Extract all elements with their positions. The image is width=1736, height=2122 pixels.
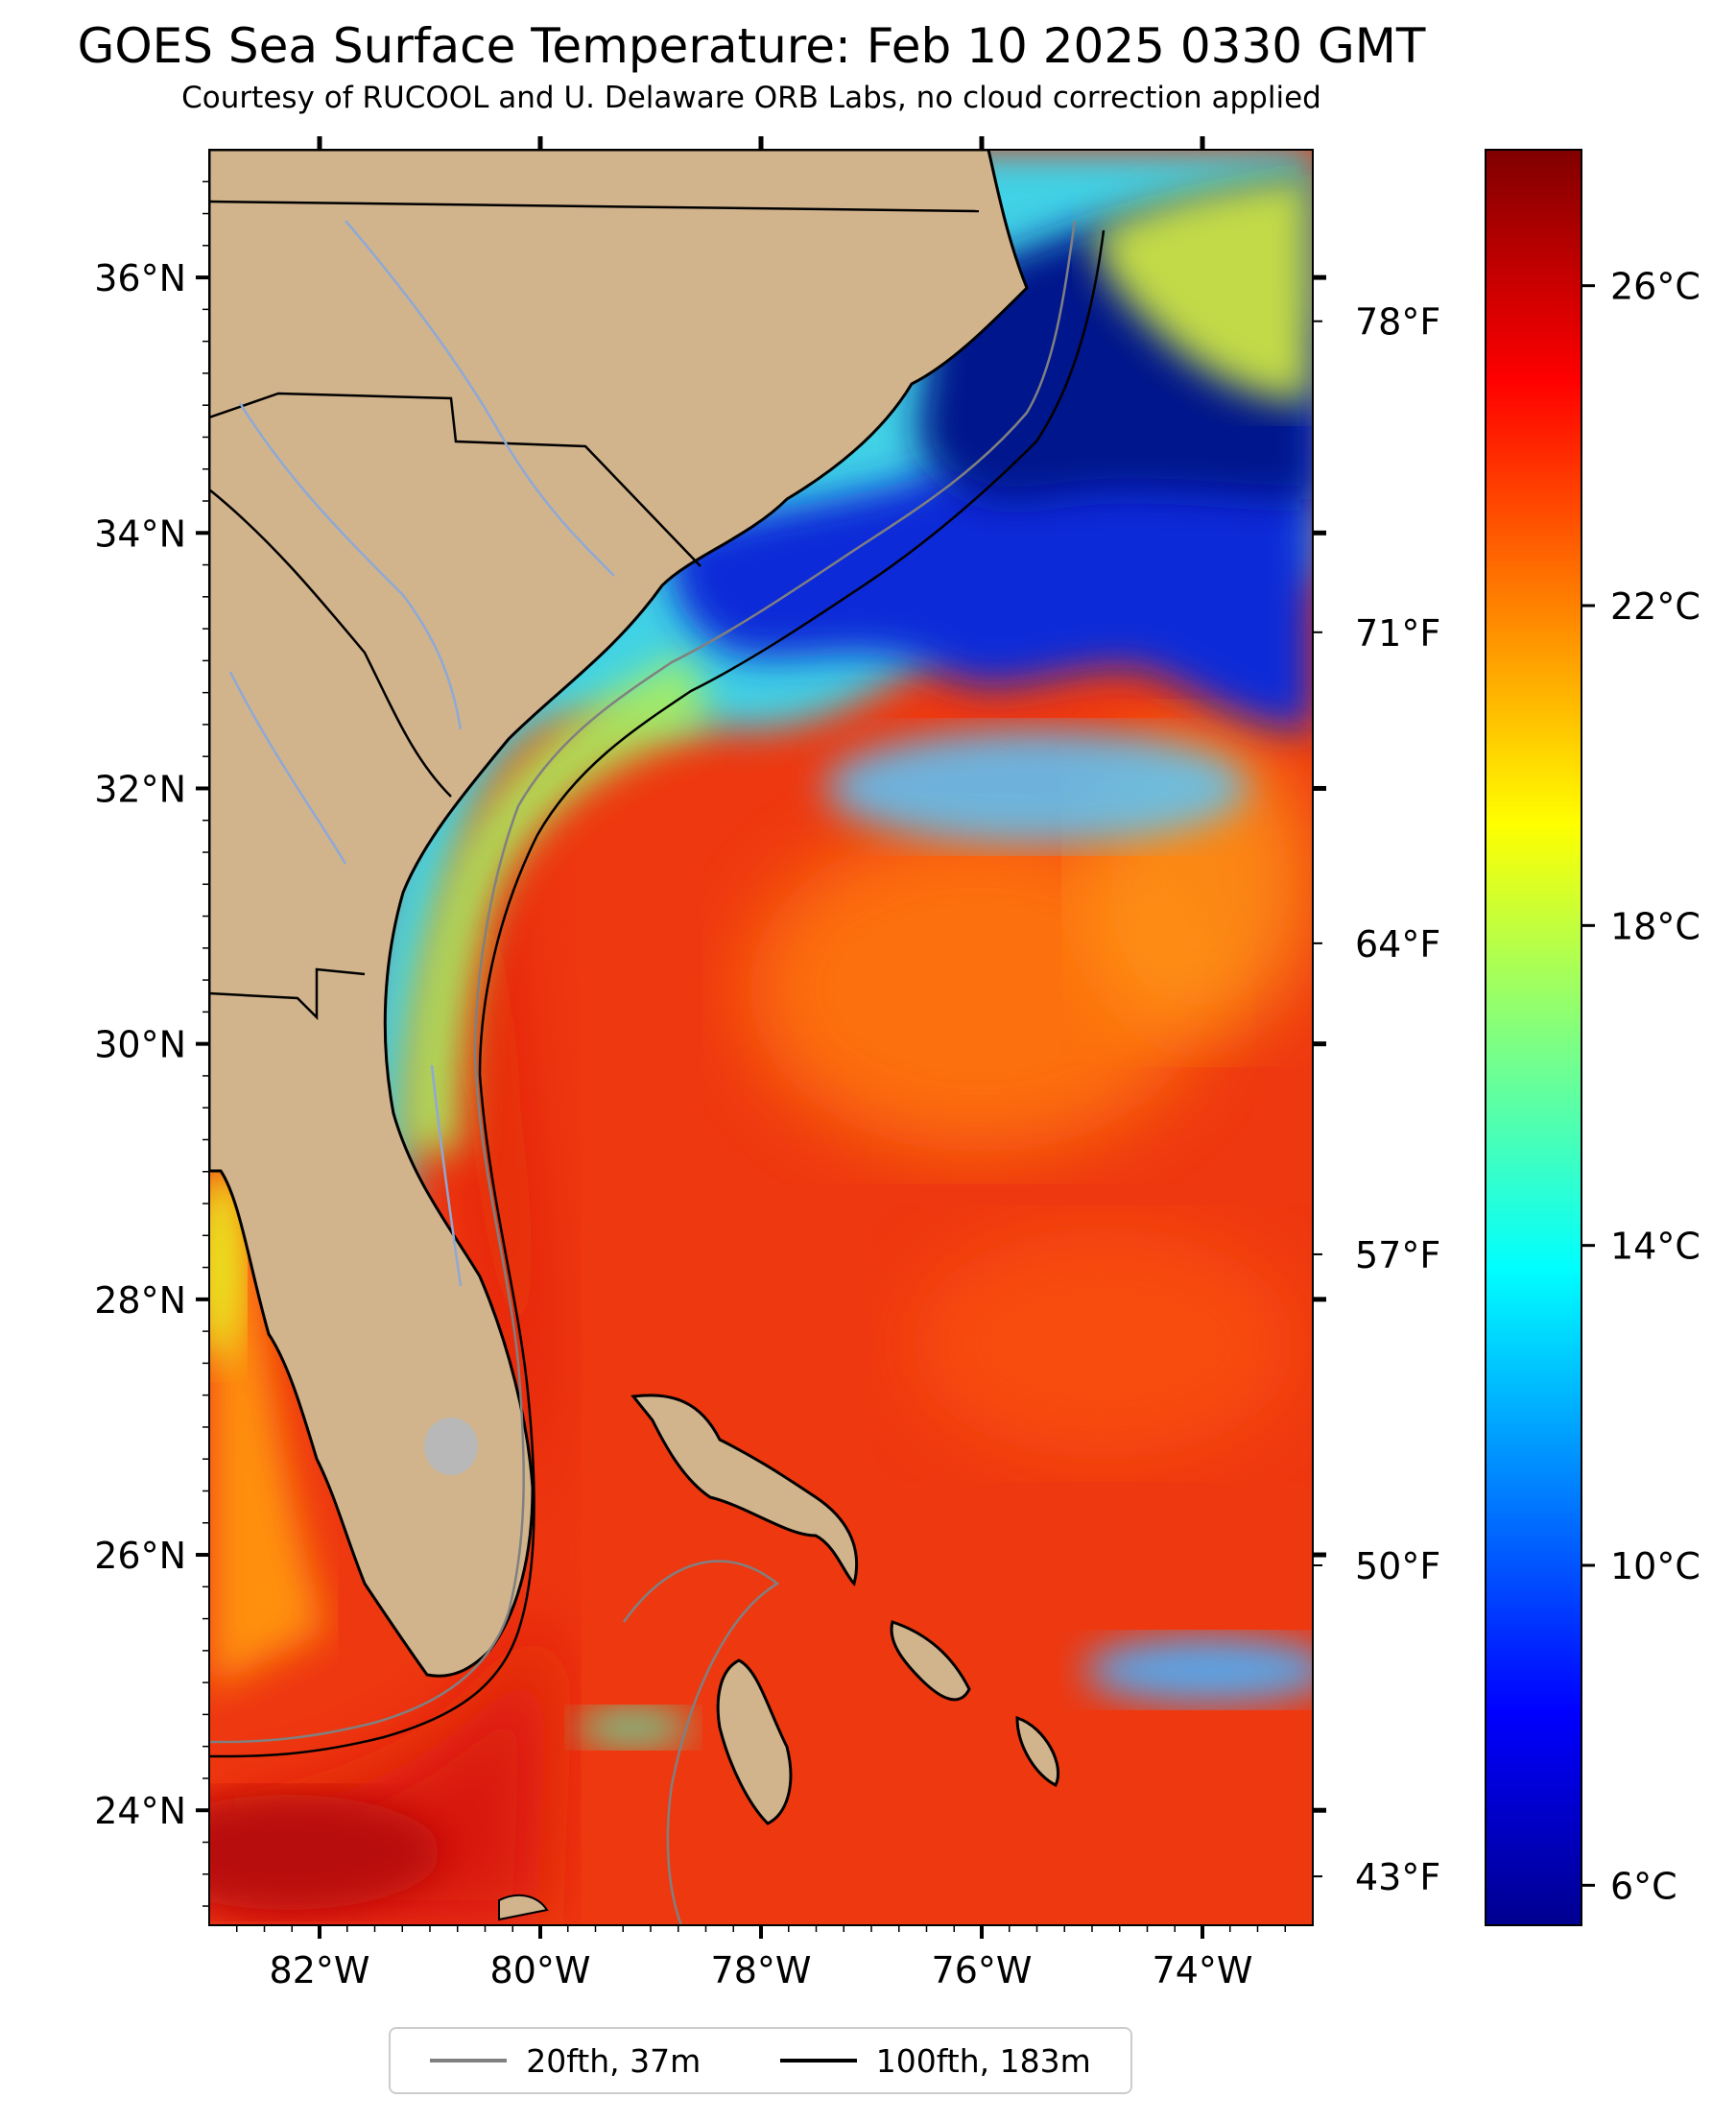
legend-label-20fth: 20fth, 37m bbox=[526, 2041, 702, 2080]
gulf-coastal-yellow bbox=[209, 1171, 243, 1363]
isobath-20fth bbox=[209, 220, 1077, 1744]
legend-item-100fth: 100fth, 183m bbox=[779, 2041, 1091, 2080]
lat-tick-label: 26°N bbox=[94, 1535, 186, 1577]
lake-okeechobee bbox=[424, 1418, 478, 1475]
legend-line-gray bbox=[430, 2059, 508, 2062]
lat-tick-label: 28°N bbox=[94, 1279, 186, 1322]
lon-tick-label: 76°W bbox=[932, 1949, 1033, 1991]
border-sc-ga bbox=[209, 489, 452, 798]
lat-tick-label: 34°N bbox=[94, 513, 186, 555]
f-tick-label: 71°F bbox=[1355, 612, 1440, 655]
cb-tick-label: 22°C bbox=[1610, 585, 1700, 628]
legend-line-black bbox=[779, 2059, 857, 2062]
colorbar-axis: 26°C 22°C 18°C 14°C 10°C 6°C bbox=[1581, 266, 1700, 1907]
lat-tick-label: 36°N bbox=[94, 257, 186, 299]
lat-tick-label: 24°N bbox=[94, 1790, 186, 1832]
map-subtitle: Courtesy of RUCOOL and U. Delaware ORB L… bbox=[181, 81, 1321, 115]
lon-tick-label: 78°W bbox=[711, 1949, 812, 1991]
land-andros bbox=[716, 1658, 793, 1825]
f-tick-label: 78°F bbox=[1355, 301, 1440, 344]
border-nc-sc bbox=[209, 392, 702, 567]
fahrenheit-axis: 78°F 71°F 64°F 57°F 50°F 43°F bbox=[1313, 301, 1440, 1898]
f-tick-label: 43°F bbox=[1355, 1856, 1440, 1898]
slope-water-ne bbox=[1094, 173, 1313, 403]
land-exumas bbox=[1015, 1715, 1060, 1788]
f-tick-label: 64°F bbox=[1355, 923, 1440, 966]
land-cuba-north bbox=[498, 1894, 549, 1921]
river-2 bbox=[238, 402, 463, 730]
lon-tick-label: 82°W bbox=[270, 1949, 370, 1991]
border-ga-fl bbox=[209, 967, 366, 1021]
land-southeast-us bbox=[209, 150, 1029, 1678]
isobath-100fth bbox=[209, 229, 1106, 1758]
f-tick-label: 57°F bbox=[1355, 1234, 1440, 1276]
f-tick-label: 50°F bbox=[1355, 1545, 1440, 1587]
land-eleuthera bbox=[890, 1620, 971, 1702]
legend-item-20fth: 20fth, 37m bbox=[430, 2042, 701, 2080]
cb-tick-label: 26°C bbox=[1610, 266, 1700, 308]
river-1 bbox=[345, 220, 615, 577]
eddy-southeast bbox=[912, 1228, 1296, 1459]
isobath-bahamas-bank bbox=[622, 1560, 780, 1925]
cb-tick-label: 14°C bbox=[1610, 1226, 1700, 1268]
offshore-cold-patch bbox=[825, 729, 1248, 845]
map-title: GOES Sea Surface Temperature: Feb 10 202… bbox=[77, 18, 1426, 74]
border-va-nc bbox=[209, 200, 980, 213]
latitude-axis: 36°N 34°N 32°N 30°N 28°N 26°N 24°N bbox=[94, 180, 1326, 1907]
isobath-legend: 20fth, 37m 100fth, 183m bbox=[389, 2027, 1132, 2094]
cb-tick-label: 18°C bbox=[1610, 905, 1700, 947]
lon-tick-label: 80°W bbox=[490, 1949, 591, 1991]
river-3 bbox=[228, 671, 347, 865]
colorbar bbox=[1485, 149, 1582, 1926]
cb-tick-label: 6°C bbox=[1610, 1865, 1677, 1907]
bahamas-green-patch bbox=[576, 1708, 691, 1747]
land-grand-bahama-abaco bbox=[630, 1394, 859, 1586]
southeast-cold-patch bbox=[1084, 1636, 1313, 1704]
lat-tick-label: 32°N bbox=[94, 768, 186, 810]
gulf-stream-core bbox=[209, 691, 547, 1925]
cb-tick-label: 10°C bbox=[1610, 1545, 1700, 1587]
longitude-axis: 82°W 80°W 78°W 76°W 74°W bbox=[236, 136, 1286, 1991]
lon-tick-label: 74°W bbox=[1153, 1949, 1253, 1991]
warm-core-south bbox=[209, 1795, 441, 1910]
legend-label-100fth: 100fth, 183m bbox=[875, 2041, 1091, 2080]
lat-tick-label: 30°N bbox=[94, 1024, 186, 1066]
sst-field bbox=[209, 150, 1313, 1925]
river-st-johns bbox=[430, 1064, 463, 1287]
